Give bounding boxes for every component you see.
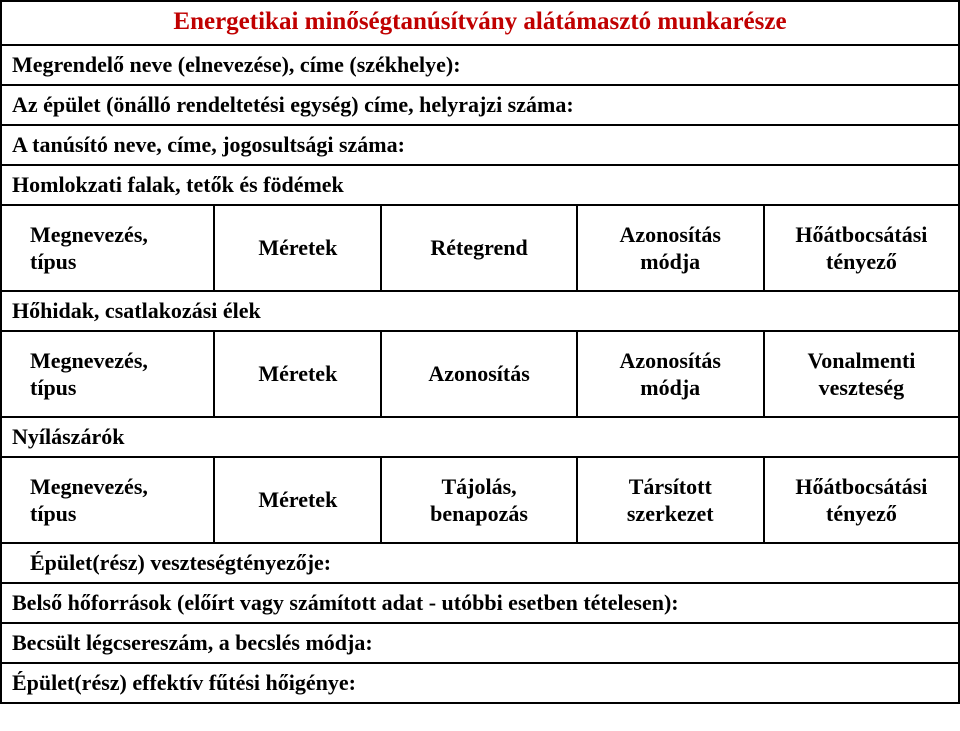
cell-text: Azonosítás	[588, 221, 753, 249]
col-layering: Rétegrend	[380, 206, 575, 290]
col-name-type: Megnevezés, típus	[2, 458, 213, 542]
col-transmittance: Hőátbocsátási tényező	[763, 458, 958, 542]
page-title: Energetikai minőségtanúsítvány alátámasz…	[173, 8, 786, 35]
cell-text: Hőátbocsátási	[775, 473, 948, 501]
row-certifier: A tanúsító neve, címe, jogosultsági szám…	[2, 126, 958, 166]
cell-text: Azonosítás	[588, 347, 753, 375]
col-transmittance: Hőátbocsátási tényező	[763, 206, 958, 290]
cell-text: Tájolás,	[392, 473, 565, 501]
row-effective-demand: Épület(rész) effektív fűtési hőigénye:	[2, 664, 958, 702]
cell-text: Megnevezés,	[30, 347, 148, 375]
row-air-change: Becsült légcsereszám, a becslés módja:	[2, 624, 958, 664]
row-client: Megrendelő neve (elnevezése), címe (szék…	[2, 46, 958, 86]
col-name-type: Megnevezés, típus	[2, 206, 213, 290]
cell-text: Vonalmenti	[775, 347, 948, 375]
col-identification-mode: Azonosítás módja	[576, 332, 763, 416]
table-facade-header: Megnevezés, típus Méretek Rétegrend Azon…	[2, 206, 958, 292]
cell-text: típus	[30, 374, 76, 402]
cell-text: Méretek	[225, 486, 370, 514]
section-thermal-bridges: Hőhidak, csatlakozási élek	[2, 292, 958, 332]
cell-text: benapozás	[392, 500, 565, 528]
col-identification: Azonosítás	[380, 332, 575, 416]
col-dimensions: Méretek	[213, 206, 380, 290]
cell-text: típus	[30, 500, 76, 528]
cell-text: módja	[588, 248, 753, 276]
col-identification: Azonosítás módja	[576, 206, 763, 290]
col-dimensions: Méretek	[213, 332, 380, 416]
col-name-type: Megnevezés, típus	[2, 332, 213, 416]
title-row: Energetikai minőségtanúsítvány alátámasz…	[2, 2, 958, 46]
cell-text: Megnevezés,	[30, 221, 148, 249]
cell-text: szerkezet	[588, 500, 753, 528]
row-internal-sources: Belső hőforrások (előírt vagy számított …	[2, 584, 958, 624]
cell-text: Azonosítás	[392, 360, 565, 388]
col-dimensions: Méretek	[213, 458, 380, 542]
col-associated-structure: Társított szerkezet	[576, 458, 763, 542]
cell-text: Méretek	[225, 360, 370, 388]
document-table: Energetikai minőségtanúsítvány alátámasz…	[0, 0, 960, 704]
cell-text: Hőátbocsátási	[775, 221, 948, 249]
table-bridges-header: Megnevezés, típus Méretek Azonosítás Azo…	[2, 332, 958, 418]
col-orientation: Tájolás, benapozás	[380, 458, 575, 542]
cell-text: Méretek	[225, 234, 370, 262]
row-building: Az épület (önálló rendeltetési egység) c…	[2, 86, 958, 126]
cell-text: tényező	[775, 248, 948, 276]
section-facade: Homlokzati falak, tetők és födémek	[2, 166, 958, 206]
section-openings: Nyílászárók	[2, 418, 958, 458]
cell-text: típus	[30, 248, 76, 276]
cell-text: Társított	[588, 473, 753, 501]
cell-text: Rétegrend	[392, 234, 565, 262]
col-linear-loss: Vonalmenti veszteség	[763, 332, 958, 416]
cell-text: Megnevezés,	[30, 473, 148, 501]
table-openings-header: Megnevezés, típus Méretek Tájolás, benap…	[2, 458, 958, 544]
cell-text: módja	[588, 374, 753, 402]
cell-text: veszteség	[775, 374, 948, 402]
row-loss-factor: Épület(rész) veszteségtényezője:	[2, 544, 958, 584]
cell-text: tényező	[775, 500, 948, 528]
